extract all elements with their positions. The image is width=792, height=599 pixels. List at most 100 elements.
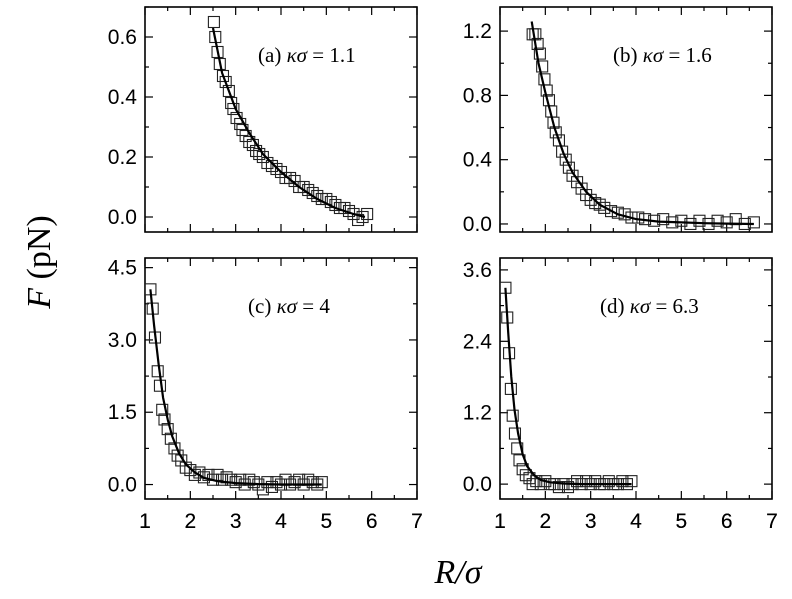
data-point — [506, 409, 519, 422]
x-tick-label: 5 — [320, 510, 332, 533]
x-tick-label: 5 — [675, 510, 687, 533]
y-tick-label: 1.2 — [463, 402, 492, 425]
data-point — [720, 216, 733, 229]
panel-label-value: = 6.3 — [650, 294, 699, 318]
x-tick-label: 2 — [184, 510, 196, 533]
data-point — [315, 476, 328, 489]
x-tick-label: 1 — [139, 510, 151, 533]
data-point — [559, 153, 572, 166]
data-point — [216, 473, 229, 486]
data-point — [675, 214, 688, 227]
y-tick-label: 3.6 — [463, 259, 492, 282]
data-point — [156, 403, 169, 416]
panel-label-prefix: (b) — [613, 43, 643, 67]
panel-label-value: = 1.6 — [663, 43, 712, 67]
data-point — [526, 478, 539, 491]
panel-label: (d) κσ = 6.3 — [600, 294, 699, 318]
data-point — [711, 214, 724, 227]
y-axis-var: F — [21, 287, 58, 310]
x-tick-label: 7 — [766, 510, 778, 533]
x-tick-label: 2 — [539, 510, 551, 533]
panel-0: 1 2 3 4 5 6 7 0.0 0.2 0.4 0.6 (a) κσ = 1.1 — [108, 6, 423, 533]
y-axis-unit: (pN) — [21, 215, 58, 288]
data-point — [531, 37, 544, 51]
y-tick-label: 0.0 — [463, 213, 492, 236]
data-point — [552, 481, 565, 494]
x-tick-label: 7 — [411, 510, 423, 533]
data-point — [625, 475, 638, 488]
data-point — [184, 464, 197, 477]
y-tick-label: 2.4 — [463, 330, 493, 353]
y-axis-title: F (pN) — [21, 215, 58, 309]
y-tick-label: 0.4 — [108, 86, 138, 109]
data-point — [589, 475, 602, 488]
data-point — [580, 188, 593, 202]
plot-frame — [499, 6, 773, 233]
data-point — [261, 476, 274, 489]
x-tick-label: 5 — [320, 510, 332, 533]
panel-1: 1 2 3 4 5 6 7 0.0 0.4 0.8 1.2 (b) κσ = 1.6 — [463, 6, 778, 533]
data-point — [575, 182, 588, 195]
y-tick-label: 1.5 — [108, 401, 137, 424]
data-point — [589, 197, 602, 210]
panel-2: 1 2 3 4 5 6 7 0.0 1.5 3.0 4.5 (c) κσ = 4 — [108, 257, 423, 533]
panel-label-prefix: (d) — [600, 294, 630, 318]
data-point — [504, 382, 517, 395]
x-tick-label: 7 — [411, 510, 423, 533]
data-point — [179, 461, 192, 474]
x-tick-label: 3 — [230, 510, 242, 533]
y-tick-label: 0.0 — [463, 473, 492, 496]
data-point — [534, 478, 547, 491]
y-tick-label: 1.2 — [463, 20, 492, 43]
x-axis-rest: /σ — [453, 554, 482, 591]
x-tick-label: 6 — [721, 510, 733, 533]
x-tick-label: 4 — [630, 510, 642, 533]
panel-3: 1 2 3 4 5 6 7 0.0 1.2 2.4 3.6 (d) κσ = 6.3 — [463, 257, 778, 533]
y-tick-label: 3.0 — [108, 329, 137, 352]
x-tick-label: 5 — [675, 510, 687, 533]
x-tick-label: 1 — [494, 510, 506, 533]
panels: 1 2 3 4 5 6 7 0.0 0.2 0.4 0.6 (a) κσ = 1.1 1 2 3 4 5 6 7 0.… — [108, 6, 778, 533]
data-point — [288, 476, 301, 489]
data-point — [602, 475, 615, 488]
x-tick-label: 3 — [230, 510, 242, 533]
plot-frame — [144, 6, 418, 233]
data-point — [747, 216, 760, 229]
data-point — [361, 207, 374, 221]
data-point — [605, 205, 618, 218]
y-tick-label: 0.4 — [463, 149, 493, 172]
panel-label-prefix: (a) — [258, 43, 287, 67]
y-tick-label: 0.0 — [108, 206, 137, 229]
x-tick-label: 4 — [275, 510, 287, 533]
panel-label-value: = 1.1 — [307, 43, 356, 67]
data-point — [197, 471, 210, 484]
panel-label-prefix: (c) — [248, 294, 277, 318]
panel-label: (a) κσ = 1.1 — [258, 43, 356, 67]
data-point — [247, 476, 260, 489]
x-axis-title: R/σ — [434, 554, 483, 591]
panel-label-symbol: κσ — [643, 43, 665, 67]
x-tick-label: 4 — [630, 510, 642, 533]
data-point — [222, 84, 235, 98]
x-tick-label: 3 — [585, 510, 597, 533]
data-point — [580, 475, 593, 488]
data-point — [533, 47, 546, 60]
fit-curve — [149, 289, 322, 486]
data-point — [539, 475, 552, 488]
data-point — [151, 365, 164, 378]
x-tick-label: 6 — [366, 510, 378, 533]
data-point — [202, 468, 215, 481]
y-tick-label: 0.6 — [108, 26, 137, 49]
data-point — [284, 171, 297, 185]
data-point — [265, 480, 278, 494]
data-point — [571, 475, 584, 488]
data-point — [225, 473, 238, 486]
data-point — [616, 475, 629, 488]
data-point — [508, 427, 522, 440]
x-axis-var: R — [434, 554, 456, 591]
fit-curve — [530, 21, 754, 226]
panel-label-symbol: κσ — [287, 43, 309, 67]
data-point — [219, 75, 232, 89]
data-point — [158, 413, 171, 426]
